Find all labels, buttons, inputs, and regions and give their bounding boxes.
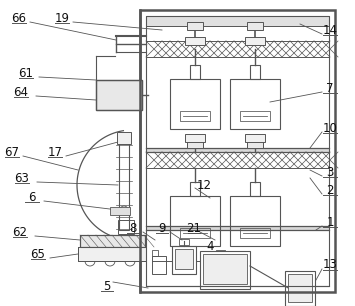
Bar xyxy=(240,228,270,238)
Bar xyxy=(80,235,145,247)
Bar xyxy=(170,196,220,246)
Bar xyxy=(146,16,329,26)
Text: 17: 17 xyxy=(48,145,62,159)
Bar xyxy=(172,246,196,274)
Bar xyxy=(180,111,210,121)
Text: 19: 19 xyxy=(55,12,70,24)
Bar xyxy=(179,239,189,245)
Text: 8: 8 xyxy=(129,222,137,234)
Bar xyxy=(187,140,203,148)
Bar xyxy=(146,16,329,286)
Bar xyxy=(247,140,263,148)
Bar xyxy=(245,134,265,142)
Bar xyxy=(96,80,142,110)
Text: 65: 65 xyxy=(31,248,45,260)
Text: 2: 2 xyxy=(326,184,334,196)
Bar xyxy=(118,220,134,234)
Bar xyxy=(185,134,205,142)
Text: 3: 3 xyxy=(326,166,334,178)
Bar xyxy=(96,80,142,110)
Bar xyxy=(180,228,210,238)
Text: 4: 4 xyxy=(206,240,214,252)
Text: 6: 6 xyxy=(28,191,36,203)
Bar xyxy=(175,249,193,269)
Bar xyxy=(250,182,260,196)
Text: 12: 12 xyxy=(197,178,212,192)
Bar xyxy=(140,10,335,292)
Bar xyxy=(288,274,312,302)
Bar xyxy=(146,148,329,152)
Bar xyxy=(240,111,270,121)
Bar xyxy=(230,196,280,246)
Bar xyxy=(110,207,130,215)
Bar xyxy=(78,247,146,261)
Bar xyxy=(230,79,280,129)
Text: 66: 66 xyxy=(11,12,27,24)
Text: 67: 67 xyxy=(5,145,20,159)
Bar xyxy=(247,22,263,30)
Bar xyxy=(285,271,315,306)
Bar xyxy=(190,182,200,196)
Bar xyxy=(119,140,129,230)
Text: 9: 9 xyxy=(158,222,166,234)
Text: 1: 1 xyxy=(326,215,334,229)
Bar xyxy=(78,247,146,261)
Text: 61: 61 xyxy=(18,66,33,80)
Bar xyxy=(152,256,166,274)
Bar xyxy=(250,65,260,79)
Text: 62: 62 xyxy=(12,226,27,238)
Bar xyxy=(117,132,131,144)
Bar xyxy=(80,235,145,247)
Bar xyxy=(190,65,200,79)
Bar xyxy=(245,37,265,45)
Bar xyxy=(203,254,247,284)
Bar xyxy=(170,79,220,129)
Text: 7: 7 xyxy=(326,81,334,95)
Text: 64: 64 xyxy=(13,85,28,99)
Bar xyxy=(187,22,203,30)
Bar xyxy=(185,37,205,45)
Text: 10: 10 xyxy=(323,121,338,135)
Bar xyxy=(152,250,158,256)
Bar xyxy=(146,41,329,57)
Bar xyxy=(146,152,329,168)
Text: 63: 63 xyxy=(15,171,29,185)
Text: 21: 21 xyxy=(186,222,202,234)
Text: 13: 13 xyxy=(323,259,338,271)
Text: 14: 14 xyxy=(322,24,338,36)
Text: 5: 5 xyxy=(103,279,111,293)
Bar xyxy=(200,251,250,289)
Bar xyxy=(146,226,329,230)
